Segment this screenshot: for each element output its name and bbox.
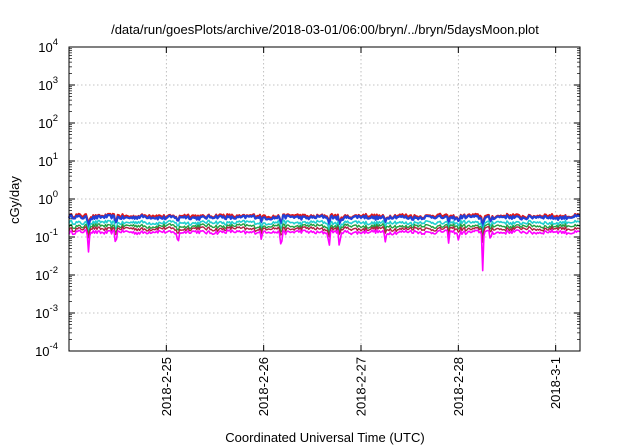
y-tick-label: 102 bbox=[38, 113, 58, 131]
x-axis-label: Coordinated Universal Time (UTC) bbox=[225, 430, 424, 445]
series-layer bbox=[68, 212, 581, 272]
y-tick-label: 103 bbox=[38, 75, 58, 93]
chart-title: /data/run/goesPlots/archive/2018-03-01/0… bbox=[111, 22, 539, 37]
x-tick-label: 2018-2-27 bbox=[354, 357, 369, 416]
series-line bbox=[68, 219, 581, 239]
y-tick-label: 10-1 bbox=[35, 227, 58, 245]
x-tick-label: 2018-2-25 bbox=[159, 357, 174, 416]
y-tick-label: 10-2 bbox=[35, 265, 58, 283]
x-tick-label: 2018-2-28 bbox=[451, 357, 466, 416]
y-tick-label: 104 bbox=[38, 37, 58, 55]
series-line bbox=[68, 223, 581, 241]
y-axis-label: cGy/day bbox=[7, 176, 22, 224]
series-line bbox=[68, 229, 581, 272]
y-tick-label: 101 bbox=[38, 151, 58, 169]
y-tick-label: 10-4 bbox=[35, 341, 58, 359]
y-tick-label: 10-3 bbox=[35, 303, 58, 321]
y-tick-label: 100 bbox=[38, 189, 58, 207]
x-tick-label: 2018-3-1 bbox=[548, 357, 563, 409]
x-tick-label: 2018-2-26 bbox=[256, 357, 271, 416]
series-line bbox=[68, 213, 581, 233]
series-line bbox=[68, 225, 581, 243]
grid-lines bbox=[69, 47, 580, 351]
